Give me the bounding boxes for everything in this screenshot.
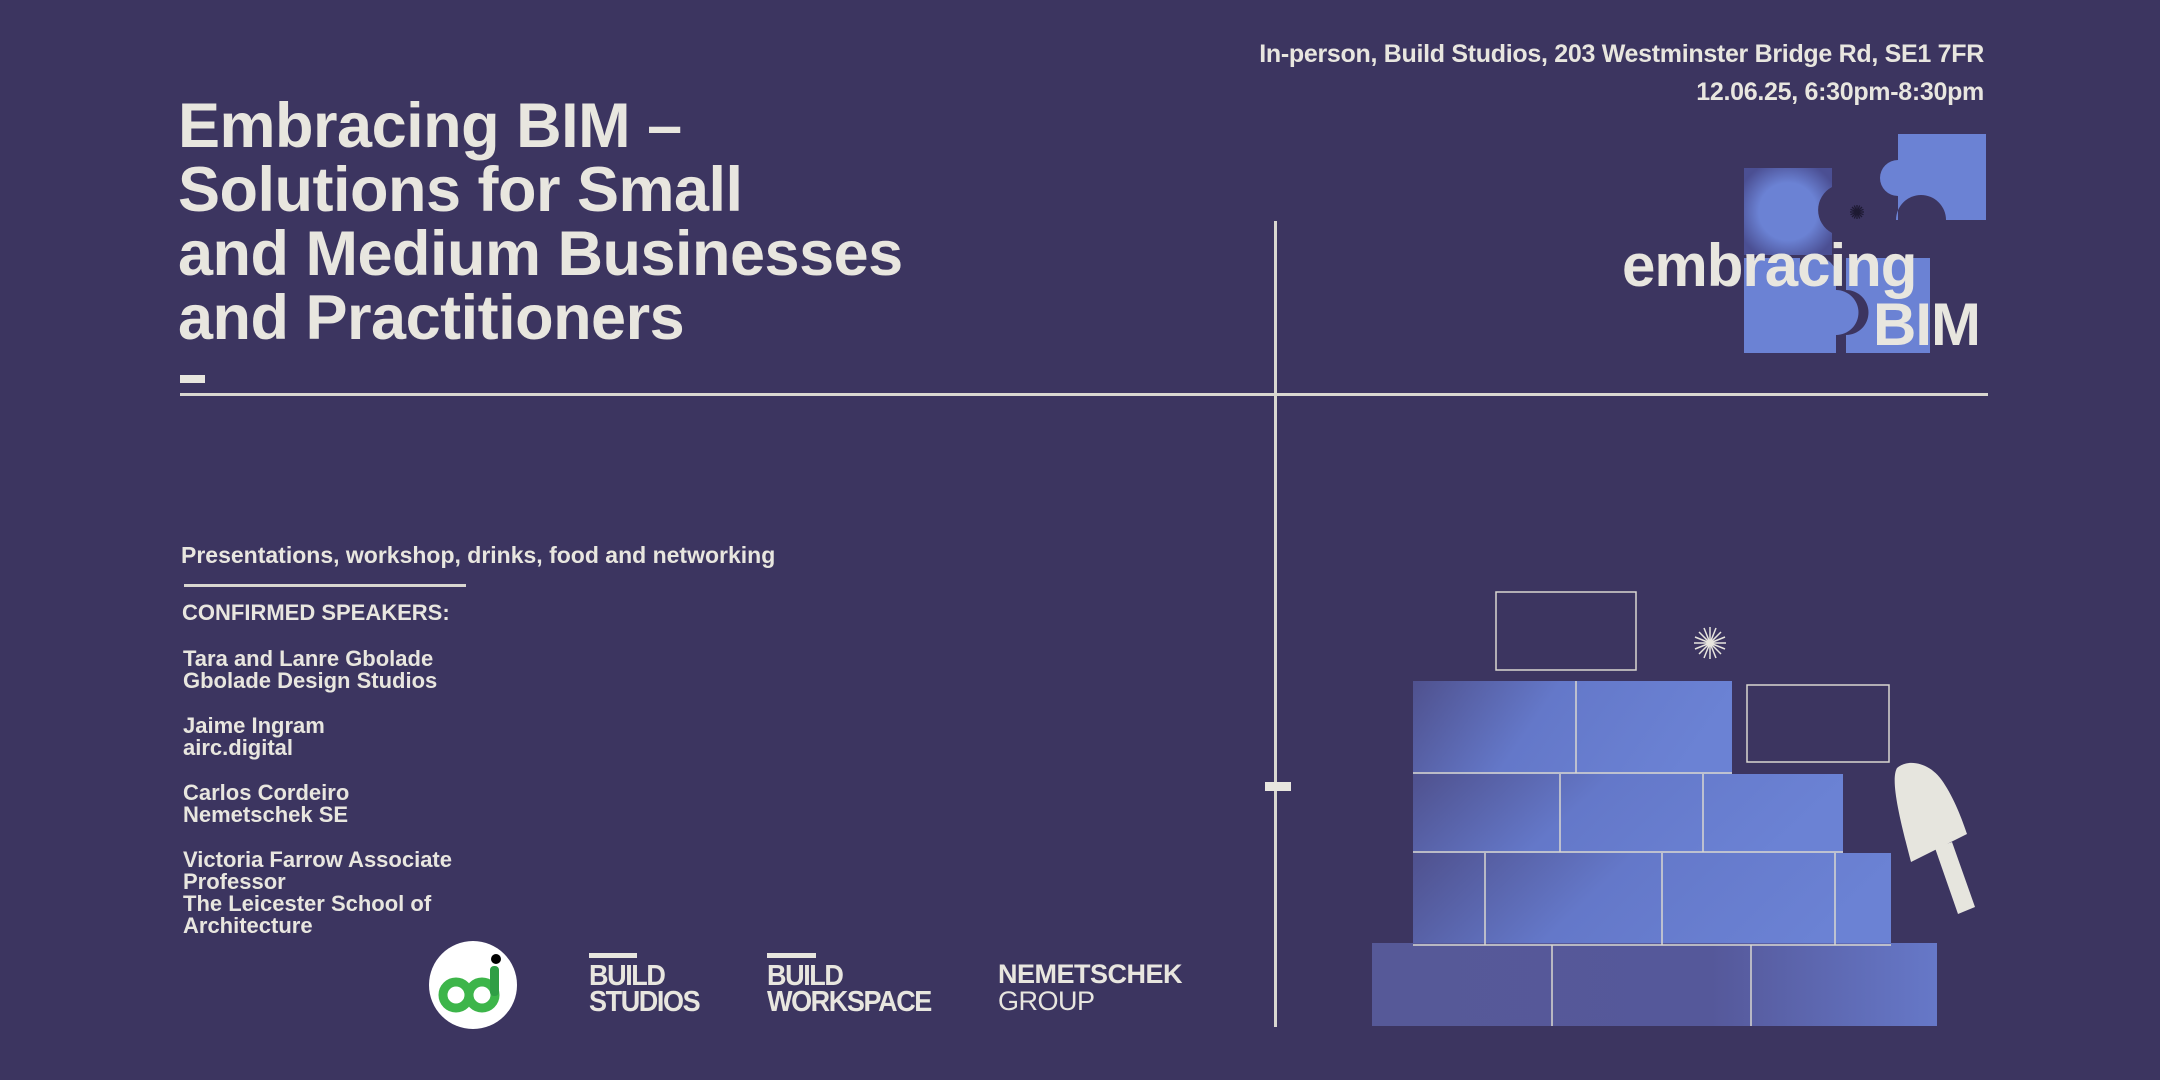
title-line: and Practitioners [178,283,685,353]
speaker-affiliation: Gbolade Design Studios [183,668,438,693]
title-line: Solutions for Small [178,155,743,225]
vertical-divider [1274,221,1277,1027]
brick-wall-trowel-illustration [1372,591,1975,1026]
nemetschek-group-logo: NEMETSCHEK GROUP [998,959,1183,1016]
puzzle-piece-bottom-right [1846,258,1930,353]
title-line: Embracing BIM – [178,91,682,161]
speaker-entry: Tara and Lanre Gbolade Gbolade Design St… [183,648,437,692]
logo-text-line: BUILD [589,959,666,992]
trowel-icon [1894,762,1975,914]
puzzle-piece-top-left [1744,168,1832,255]
speaker-affiliation: The Leicester School of [183,891,432,916]
event-subtitle: Presentations, workshop, drinks, food an… [181,542,776,568]
speaker-entry: Jaime Ingram airc.digital [183,715,325,759]
speaker-entry: Carlos Cordeiro Nemetschek SE [183,782,349,826]
logo-bar [589,953,637,958]
brick-row [1413,681,1732,774]
speaker-affiliation: airc.digital [183,735,294,760]
page-title: Embracing BIM – Solutions for Small and … [178,94,903,350]
title-dash-accent [180,375,205,383]
logo-text-line: BUILD [767,959,844,992]
title-line: and Medium Businesses [178,219,903,289]
speaker-name: Jaime Ingram [183,713,325,738]
speakers-heading: CONFIRMED SPEAKERS: [182,600,450,625]
puzzle-piece-bottom-left [1744,257,1859,353]
brick-row [1372,943,1937,1026]
horizontal-divider [180,393,1988,396]
outline-block [1746,684,1890,763]
brand-word-bim: BIM [1873,291,1981,358]
logo-text-line: STUDIOS [589,985,701,1018]
star-icon [1850,205,1864,219]
logo-text-line: WORKSPACE [767,985,932,1018]
event-datetime: 12.06.25, 6:30pm-8:30pm [1696,78,1984,106]
puzzle-pieces-icon [1744,134,1986,353]
mortar-lines [1413,681,1891,1026]
sparkle-icon [1694,627,1726,659]
od-circle-logo-icon [429,941,517,1029]
puzzle-piece-top-right [1880,134,1986,220]
brand-word-embracing: embracing [1622,232,1917,299]
logo-text-line: GROUP [998,986,1095,1016]
subtitle-divider [184,584,466,587]
speaker-name: Tara and Lanre Gbolade [183,646,434,671]
brick-row [1413,853,1891,945]
logo-text-line: NEMETSCHEK [998,959,1183,989]
logo-bar [767,953,816,958]
speaker-entry: Victoria Farrow Associate Professor The … [183,849,452,937]
speaker-name: Carlos Cordeiro [183,780,350,805]
build-workspace-logo: BUILD WORKSPACE [767,953,932,1018]
speaker-title: Professor [183,869,286,894]
speaker-affiliation: Nemetschek SE [183,802,349,827]
brick-row [1413,774,1843,853]
event-location: In-person, Build Studios, 203 Westminste… [1259,40,1984,68]
build-studios-logo: BUILD STUDIOS [589,953,701,1018]
speaker-name: Victoria Farrow Associate [183,847,452,872]
speaker-affiliation: Architecture [183,913,313,938]
outline-block [1495,591,1637,671]
vertical-divider-tick [1265,782,1291,791]
